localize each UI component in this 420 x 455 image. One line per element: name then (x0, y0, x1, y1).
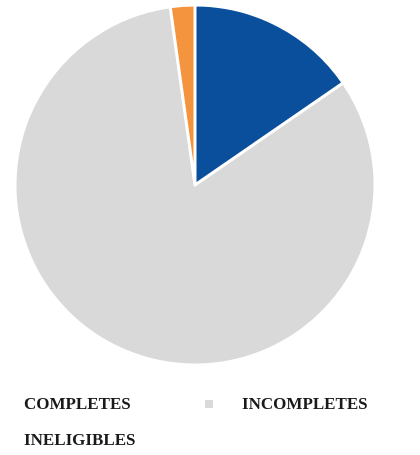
legend-label-incompletes: INCOMPLETES (242, 394, 368, 413)
legend-label-ineligibles: INELIGIBLES (24, 430, 136, 449)
legend-item-completes: COMPLETES (24, 394, 131, 414)
chart-legend: COMPLETES INCOMPLETES INELIGIBLES (0, 380, 420, 455)
legend-marker-incompletes (205, 400, 213, 408)
pie-slice-ineligibles (168, 3, 197, 187)
legend-item-incompletes: INCOMPLETES (242, 394, 368, 414)
pie-slice-completes (193, 3, 345, 187)
pie-chart (13, 3, 377, 367)
legend-label-completes: COMPLETES (24, 394, 131, 413)
legend-item-ineligibles: INELIGIBLES (24, 430, 136, 450)
legend-swatch-incompletes (205, 400, 213, 408)
